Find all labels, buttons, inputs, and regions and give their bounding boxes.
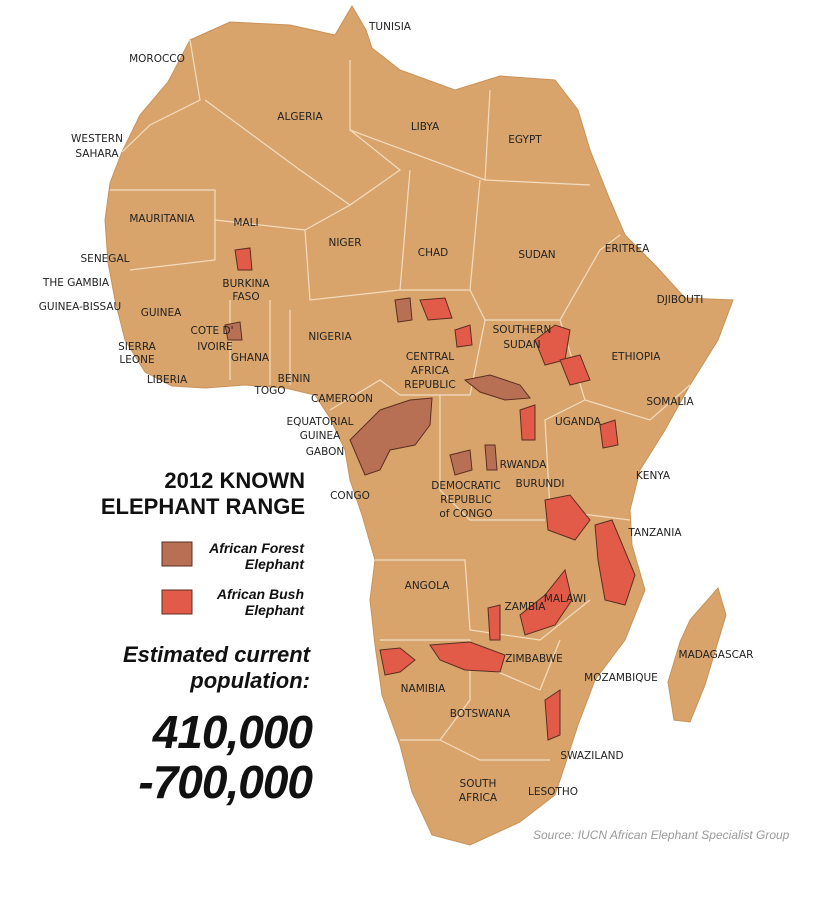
country-label: CONGO [330, 490, 370, 502]
country-label: SOUTH [460, 778, 497, 790]
country-label: ANGOLA [405, 580, 451, 592]
country-label: NAMIBIA [401, 683, 446, 695]
legend-label: Elephant [245, 602, 305, 618]
legend-swatch [161, 541, 193, 567]
country-label: THE GAMBIA [42, 277, 110, 289]
country-label: REPUBLIC [440, 494, 491, 506]
country-label: LEONE [119, 354, 154, 366]
population-label: Estimated current [123, 642, 312, 667]
country-label: CAMEROON [311, 393, 373, 405]
country-label: REPUBLIC [404, 379, 455, 391]
country-label: BENIN [278, 373, 311, 385]
country-label: EGYPT [508, 134, 542, 146]
country-label: KENYA [636, 470, 671, 482]
legend-swatch [161, 589, 193, 615]
title: ELEPHANT RANGE [101, 494, 305, 519]
country-label: DEMOCRATIC [431, 480, 500, 492]
country-label: COTE D' [191, 325, 234, 337]
country-label: MADAGASCAR [679, 649, 754, 661]
country-label: GUINEA [300, 430, 341, 442]
country-label: AFRICA [459, 792, 498, 804]
country-label: DJIBOUTI [657, 294, 704, 306]
country-label: BOTSWANA [450, 708, 511, 720]
country-borders [110, 39, 691, 761]
country-label: GABON [306, 446, 344, 458]
country-label: GUINEA-BISSAU [39, 301, 121, 313]
country-label: AFRICA [411, 365, 450, 377]
country-label: NIGER [328, 237, 361, 249]
country-label: TOGO [253, 385, 285, 397]
country-label: MAURITANIA [129, 213, 195, 225]
population-value: -700,000 [138, 756, 313, 808]
country-label: of CONGO [439, 508, 492, 520]
country-label: MOROCCO [129, 53, 185, 65]
country-label: ZIMBABWE [505, 653, 563, 665]
country-label: EQUATORIAL [286, 416, 353, 428]
country-labels: TUNISIA MOROCCO WESTERN SAHARA ALGERIA L… [39, 21, 754, 804]
country-label: CHAD [418, 247, 449, 259]
title: 2012 KNOWN [164, 468, 305, 493]
country-label: FASO [232, 291, 259, 303]
country-label: WESTERN [71, 133, 123, 145]
population-value: 410,000 [152, 706, 314, 758]
country-label: ETHIOPIA [612, 351, 662, 363]
legend-label: African Bush [216, 586, 304, 602]
country-label: UGANDA [555, 416, 602, 428]
country-label: LIBERIA [147, 374, 188, 386]
country-label: CENTRAL [406, 351, 454, 363]
country-label: RWANDA [500, 459, 548, 471]
country-label: SIERRA [118, 341, 157, 353]
country-label: IVOIRE [197, 341, 232, 353]
country-label: GHANA [231, 352, 270, 364]
madagascar [667, 586, 727, 723]
country-label: SUDAN [518, 249, 555, 261]
country-label: ERITREA [605, 243, 650, 255]
key: 2012 KNOWN ELEPHANT RANGE African Forest… [101, 468, 315, 808]
country-label: SUDAN [503, 339, 540, 351]
legend-label: African Forest [208, 540, 305, 556]
country-label: MALAWI [544, 593, 586, 605]
legend-label: Elephant [245, 556, 305, 572]
country-label: LESOTHO [528, 786, 578, 798]
country-label: LIBYA [411, 121, 440, 133]
country-label: TANZANIA [627, 527, 682, 539]
country-label: ZAMBIA [505, 601, 547, 613]
country-label: TUNISIA [368, 21, 412, 33]
source: Source: IUCN African Elephant Specialist… [533, 828, 790, 842]
country-label: MALI [233, 217, 258, 229]
country-label: GUINEA [141, 307, 182, 319]
elephant-range [224, 247, 636, 741]
country-label: SOUTHERN [493, 324, 552, 336]
country-label: BURUNDI [516, 478, 565, 490]
country-label: NIGERIA [308, 331, 352, 343]
country-label: SAHARA [75, 148, 119, 160]
country-label: SENEGAL [81, 253, 130, 265]
country-label: ALGERIA [277, 111, 323, 123]
country-label: SWAZILAND [560, 750, 623, 762]
country-label: BURKINA [222, 278, 270, 290]
country-label: SOMALIA [646, 396, 694, 408]
country-label: MOZAMBIQUE [584, 672, 658, 684]
population-label: population: [189, 668, 310, 693]
